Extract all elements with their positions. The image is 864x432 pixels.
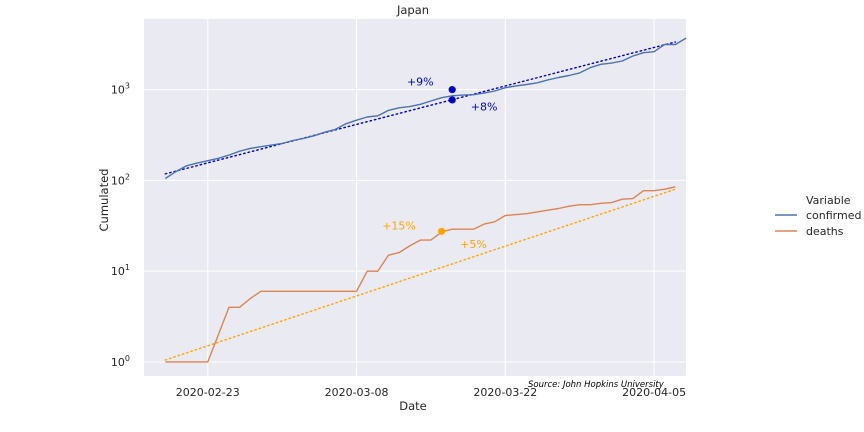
y-tick-labels: 100 101 102 103	[111, 82, 130, 369]
marker-point	[448, 96, 456, 104]
marker-point	[437, 227, 446, 235]
x-tick-label: 2020-03-08	[325, 386, 389, 399]
x-tick-label: 2020-04-05	[622, 386, 686, 399]
annotation-label: +8%	[471, 101, 498, 114]
annotation-label: +15%	[382, 219, 416, 232]
y-tick-label: 101	[111, 263, 130, 278]
annotation-label: +9%	[407, 75, 434, 88]
trendline-deaths	[164, 188, 677, 361]
chart-title: Japan	[396, 3, 429, 17]
y-axis-title: Cumulated	[97, 169, 111, 232]
series-lines	[164, 37, 687, 363]
annotations: +9% +8% +15% +5%	[382, 75, 497, 250]
marker-point	[448, 86, 456, 94]
x-tick-labels: 2020-02-23 2020-03-08 2020-03-22 2020-04-05	[176, 386, 686, 399]
source-note: Source: John Hopkins University	[528, 380, 665, 390]
trendlines	[164, 41, 677, 361]
x-axis-title: Date	[399, 399, 427, 413]
y-tick-label: 102	[111, 172, 130, 187]
y-tick-label: 100	[111, 354, 130, 369]
grid-lines	[144, 19, 686, 376]
series-line-deaths	[165, 186, 676, 363]
series-line-confirmed	[164, 37, 687, 180]
legend-label-deaths: deaths	[806, 225, 844, 238]
legend-title: Variable	[806, 194, 851, 207]
x-tick-label: 2020-02-23	[176, 386, 240, 399]
y-tick-label: 103	[111, 82, 130, 97]
x-tick-label: 2020-03-22	[473, 386, 537, 399]
legend-label-confirmed: confirmed	[806, 209, 861, 222]
annotation-label: +5%	[460, 238, 487, 251]
plot-background	[144, 19, 686, 376]
legend: Variable confirmed deaths	[775, 194, 861, 238]
markers	[437, 86, 456, 235]
